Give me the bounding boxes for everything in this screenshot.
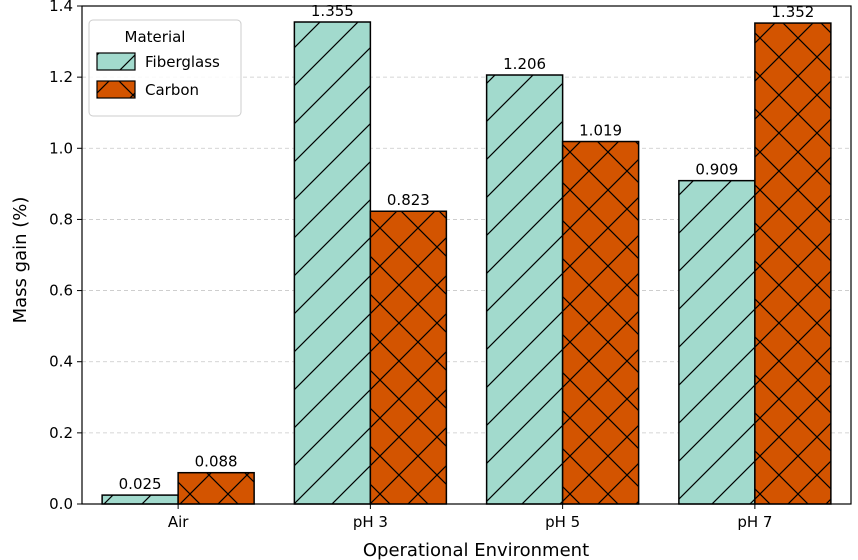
data-label: 0.823: [387, 191, 430, 209]
y-tick-label: 1.0: [49, 139, 73, 157]
y-tick-label: 1.2: [49, 68, 73, 86]
y-tick-label: 0.6: [49, 282, 73, 300]
plot-frame: [81, 5, 852, 505]
legend-swatch-hatch: [96, 52, 136, 71]
x-tick-label: pH 3: [353, 513, 388, 531]
data-label: 1.352: [771, 3, 814, 21]
legend-title: Material: [125, 28, 186, 46]
y-tick-label: 0.4: [49, 353, 73, 371]
bar-hatch: [101, 494, 179, 505]
bar-hatch: [678, 179, 756, 505]
x-tick-label: pH 7: [737, 513, 772, 531]
bar-hatch: [754, 22, 832, 505]
x-axis-label: Operational Environment: [363, 540, 589, 560]
y-tick-label: 0.2: [49, 424, 73, 442]
legend-entry-label: Fiberglass: [145, 53, 220, 71]
bar-hatch: [485, 74, 564, 505]
legend: Material Fiberglass Carbon: [88, 19, 242, 117]
data-label: 0.088: [195, 453, 238, 471]
data-label: 1.206: [503, 55, 546, 73]
data-labels: 0.025 0.088 1.355 0.823 1.206 1.019 0.909 1.352: [119, 2, 815, 493]
bar-hatch: [293, 21, 372, 505]
y-tick-label: 0.0: [49, 495, 73, 513]
axes: 0.0 0.2 0.4 0.6 0.8 1.0 1.2 1.4 Air pH 3 pH 5 pH 7: [49, 0, 852, 531]
legend-entry-label: Carbon: [145, 81, 199, 99]
bar-hatch: [561, 140, 640, 505]
y-axis-label: Mass gain (%): [10, 197, 31, 324]
y-tick-label: 1.4: [49, 0, 73, 15]
bar-hatch: [369, 210, 448, 505]
x-tick-label: Air: [168, 513, 189, 531]
data-label: 1.355: [311, 2, 354, 20]
data-label: 1.019: [579, 122, 622, 140]
legend-swatch-hatch: [96, 80, 136, 99]
data-label: 0.909: [695, 161, 738, 179]
x-tick-label: pH 5: [545, 513, 580, 531]
y-tick-label: 0.8: [49, 210, 73, 228]
data-label: 0.025: [119, 475, 162, 493]
bar-hatch: [177, 471, 255, 505]
bars: [101, 21, 832, 505]
